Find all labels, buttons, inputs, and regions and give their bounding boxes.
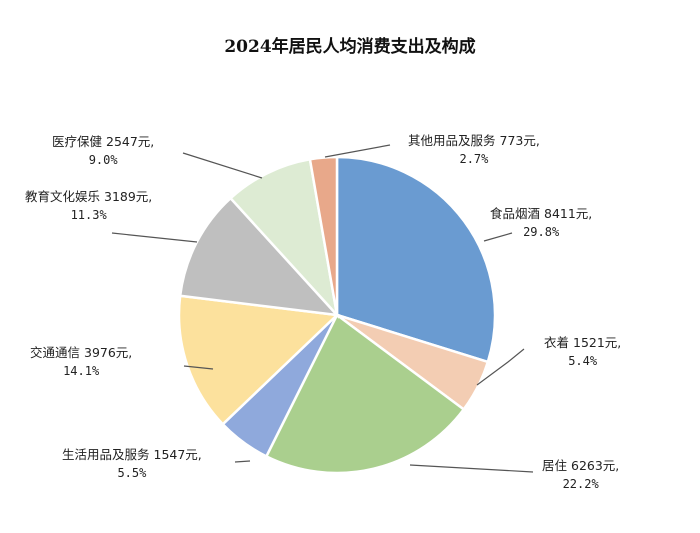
leader-line-healthcare	[182, 152, 263, 179]
leader-line-household-goods	[234, 460, 251, 463]
slice-label-food: 食品烟酒 8411元, 29.8%	[490, 206, 593, 239]
slice-label-education: 教育文化娱乐 3189元, 11.3%	[25, 189, 153, 222]
leader-line-clothing	[476, 348, 525, 386]
slice-label-clothing: 衣着 1521元, 5.4%	[544, 335, 622, 368]
leader-line-other	[324, 144, 391, 158]
pie-slice-housing	[264, 313, 466, 475]
slice-label-other: 其他用品及服务 773元, 2.7%	[408, 133, 540, 166]
slice-label-household-goods: 生活用品及服务 1547元, 5.5%	[62, 447, 202, 480]
pie-slice-transport	[177, 294, 340, 426]
pie-slice-food	[335, 155, 497, 364]
chart-title: 2024年居民人均消费支出及构成	[224, 37, 476, 57]
leader-line-education	[111, 232, 198, 243]
slice-label-healthcare: 医疗保健 2547元, 9.0%	[52, 134, 155, 167]
pie-slice-other	[308, 155, 339, 316]
leader-line-transport	[183, 365, 214, 370]
leader-line-housing	[409, 464, 534, 473]
leader-line-food	[483, 232, 513, 242]
slice-label-housing: 居住 6263元, 22.2%	[542, 458, 620, 491]
slice-label-transport: 交通通信 3976元, 14.1%	[30, 345, 133, 378]
pie-slice-healthcare	[228, 157, 339, 320]
